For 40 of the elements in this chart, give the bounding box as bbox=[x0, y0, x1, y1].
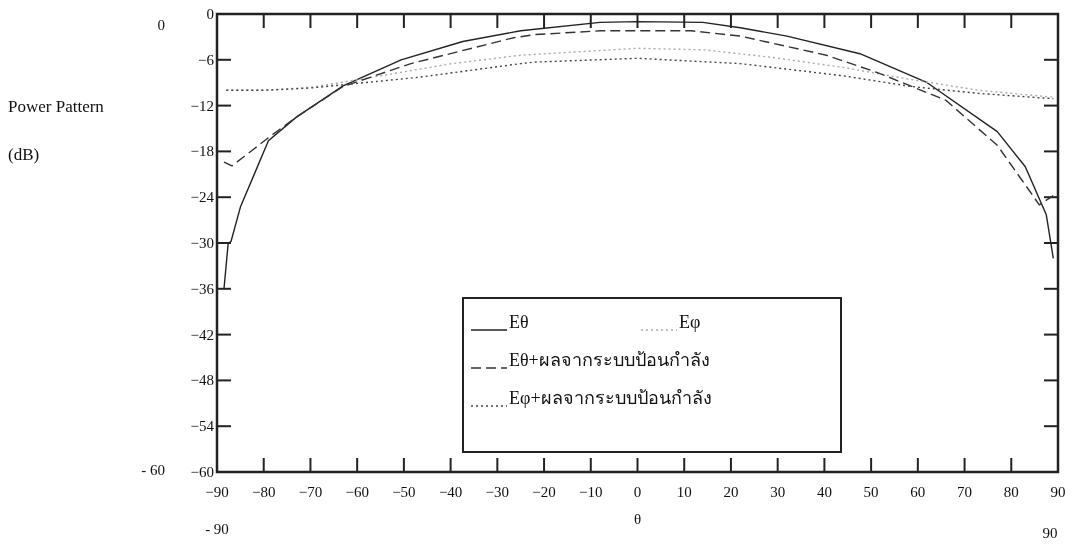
text: Power Pattern (dB) bbox=[8, 97, 104, 164]
x-tick-label: −40 bbox=[438, 484, 463, 500]
x-tick-label: 90 bbox=[1050, 484, 1066, 500]
y-tick-label: −60 bbox=[190, 464, 214, 480]
legend-label: Eφ bbox=[679, 312, 701, 332]
x-tick-label: −60 bbox=[345, 484, 369, 500]
x-tick-label: 40 bbox=[816, 484, 832, 500]
y-tick-label: −6 bbox=[198, 51, 215, 68]
x-tick-label: −90 bbox=[205, 484, 229, 500]
text: 0 bbox=[157, 17, 165, 33]
x-tick-label: 70 bbox=[957, 484, 973, 500]
legend-label: Eθ bbox=[509, 312, 529, 332]
x-tick-label: −70 bbox=[298, 484, 323, 500]
x-tick-label: −50 bbox=[392, 484, 416, 500]
x-axis-title: θ bbox=[633, 511, 642, 527]
y-tick-label: −42 bbox=[190, 326, 214, 343]
x-tick-label: 80 bbox=[1003, 484, 1019, 500]
y-tick-label: −54 bbox=[190, 418, 215, 435]
y-tick-label: −30 bbox=[190, 235, 214, 251]
y-tick-label: 0 bbox=[206, 6, 214, 22]
y-tick-label: −12 bbox=[190, 97, 214, 114]
x-tick-label: −80 bbox=[251, 484, 276, 500]
x-tick-label: −30 bbox=[485, 484, 510, 500]
text: - 60 bbox=[141, 462, 165, 478]
x-tick-label: 0 bbox=[633, 484, 642, 500]
x-tick-label: 20 bbox=[723, 484, 739, 500]
text: - 90 bbox=[205, 521, 229, 537]
x-tick-label: 60 bbox=[910, 484, 926, 500]
x-tick-label: 50 bbox=[863, 484, 879, 500]
x-tick-label: −20 bbox=[532, 484, 556, 500]
legend-label: Eφ+ผลจากระบบป้อนกำลัง bbox=[509, 388, 712, 408]
y-tick-label: −36 bbox=[190, 280, 215, 297]
x-tick-label: 30 bbox=[770, 484, 786, 500]
y-tick-label: −18 bbox=[190, 143, 214, 160]
x-tick-label: −10 bbox=[579, 484, 603, 500]
y-tick-label: −48 bbox=[190, 372, 214, 389]
text: 90 bbox=[1042, 525, 1058, 541]
x-tick-label: 10 bbox=[676, 484, 692, 500]
legend-label: Eθ+ผลจากระบบป้อนกำลัง bbox=[509, 350, 710, 370]
y-tick-label: −24 bbox=[190, 189, 215, 206]
